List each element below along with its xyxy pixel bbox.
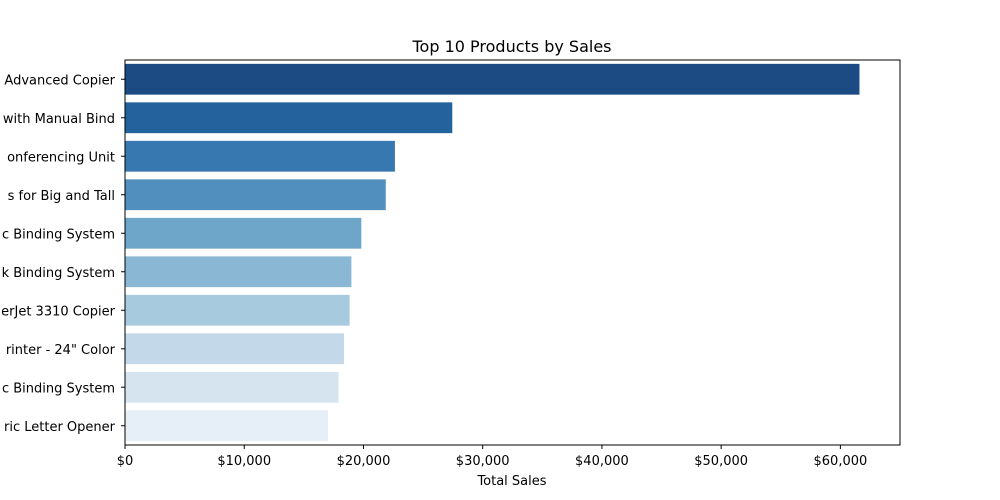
x-tick-label: $10,000 [217, 454, 271, 469]
y-tick-label: c Binding System [2, 227, 115, 242]
bar-8 [125, 333, 345, 365]
bar-2 [125, 102, 453, 134]
x-tick-label: $20,000 [337, 454, 391, 469]
y-tick-label: k Binding System [2, 266, 115, 281]
bar-4 [125, 179, 386, 211]
bar-9 [125, 371, 339, 403]
y-tick-label: c Binding System [2, 381, 115, 396]
y-tick-label: rinter - 24" Color [6, 343, 116, 358]
y-tick-label: erJet 3310 Copier [1, 304, 116, 319]
y-tick-label: s for Big and Tall [8, 189, 115, 204]
y-tick-label: ric Letter Opener [4, 420, 116, 435]
bar-7 [125, 294, 350, 326]
x-axis-ticks: $0 $10,000 $20,000 $30,000 $40,000 $50,000 $60… [117, 445, 868, 469]
y-tick-label: onferencing Unit [7, 150, 115, 165]
x-tick-label: $60,000 [814, 454, 868, 469]
chart-title: Top 10 Products by Sales [412, 37, 612, 56]
y-tick-label: Advanced Copier [4, 73, 115, 88]
bar-5 [125, 217, 362, 249]
axes-frame [124, 59, 901, 446]
y-tick-labels: Advanced Copier with Manual Bind onferenci… [1, 73, 125, 435]
bar-3 [125, 140, 395, 172]
x-tick-label: $50,000 [694, 454, 748, 469]
x-tick-label: $40,000 [575, 454, 629, 469]
x-tick-label: $0 [117, 454, 134, 469]
bar-6 [125, 256, 352, 288]
bar-10 [125, 410, 329, 442]
x-tick-label: $30,000 [456, 454, 510, 469]
bars-layer [125, 63, 860, 442]
bar-1 [125, 63, 860, 95]
x-axis-label: Total Sales [476, 474, 546, 489]
y-tick-label: with Manual Bind [3, 112, 115, 127]
